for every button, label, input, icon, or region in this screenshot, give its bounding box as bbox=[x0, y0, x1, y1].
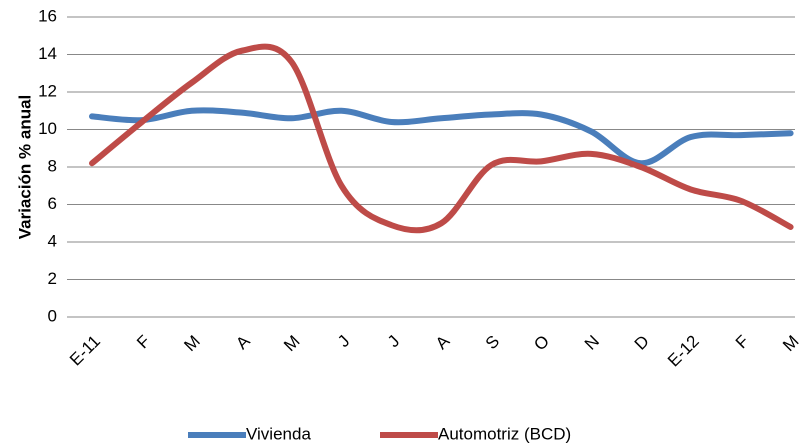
x-tick-label: M bbox=[779, 332, 802, 355]
legend-label: Automotriz (BCD) bbox=[438, 424, 571, 443]
y-axis-title: Variación % anual bbox=[15, 95, 34, 240]
legend-label: Vivienda bbox=[246, 424, 311, 443]
y-tick-label: 2 bbox=[48, 269, 57, 288]
x-tick-label: E-12 bbox=[664, 332, 703, 371]
y-tick-label: 6 bbox=[48, 194, 57, 213]
x-tick-label: N bbox=[581, 332, 603, 354]
x-tick-label: O bbox=[530, 332, 553, 355]
y-tick-label: 0 bbox=[48, 306, 57, 325]
y-tick-label: 16 bbox=[38, 6, 57, 25]
x-tick-label: S bbox=[482, 332, 503, 353]
x-tick-label: F bbox=[732, 332, 753, 353]
series-line bbox=[89, 43, 794, 234]
y-tick-label: 10 bbox=[38, 119, 57, 138]
x-tick-label: E-11 bbox=[66, 332, 104, 370]
y-tick-label: 8 bbox=[48, 156, 57, 175]
x-tick-label: J bbox=[384, 332, 403, 351]
series-line bbox=[89, 107, 794, 167]
y-tick-label: 4 bbox=[48, 231, 57, 250]
x-tick-label: A bbox=[232, 331, 254, 353]
x-tick-label: F bbox=[133, 332, 154, 353]
y-tick-label: 14 bbox=[38, 44, 57, 63]
x-tick-label: A bbox=[432, 331, 454, 353]
y-tick-label: 12 bbox=[38, 81, 57, 100]
x-tick-label: M bbox=[180, 332, 203, 355]
x-tick-label: D bbox=[631, 332, 653, 354]
x-tick-label: J bbox=[334, 332, 353, 351]
x-tick-label: M bbox=[280, 332, 303, 355]
